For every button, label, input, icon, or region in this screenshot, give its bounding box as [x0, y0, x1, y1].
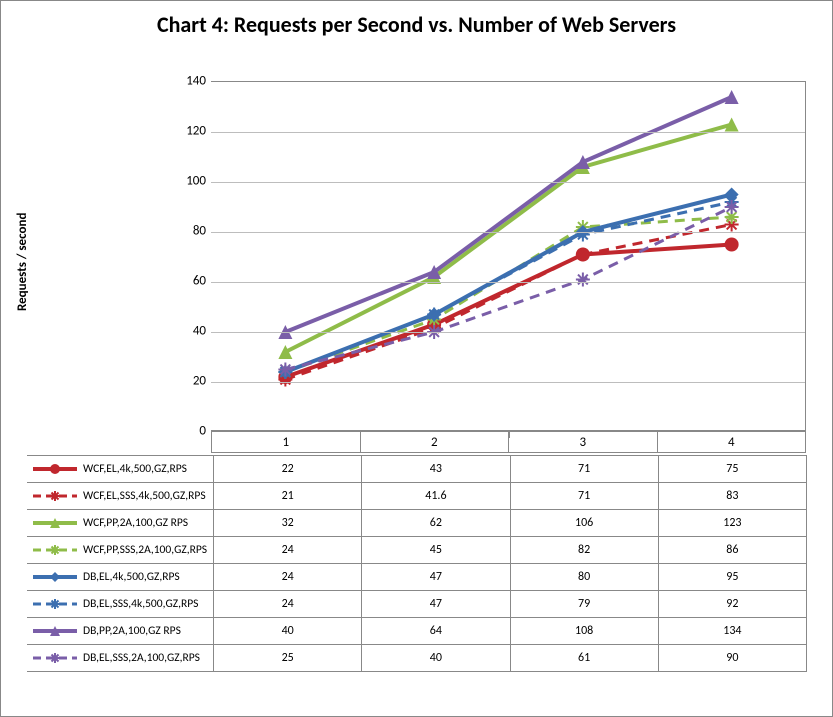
legend-swatch [33, 517, 77, 529]
legend-cell: DB,PP,2A,100,GZ RPS [27, 618, 214, 645]
series-line [285, 217, 731, 372]
legend-cell: WCF,EL,SSS,4k,500,GZ,RPS [27, 483, 214, 510]
plot-area: 020406080100120140 [181, 81, 806, 451]
x-category-cell: 1 [212, 432, 361, 453]
value-cell: 92 [658, 591, 806, 618]
value-cell: 123 [658, 510, 806, 537]
y-tick-label: 120 [176, 124, 206, 139]
value-cell: 82 [510, 537, 658, 564]
legend-label: DB,EL,SSS,2A,100,GZ,RPS [83, 651, 200, 665]
series-marker [278, 345, 292, 359]
y-tick-label: 60 [176, 274, 206, 289]
y-tick-label: 100 [176, 174, 206, 189]
value-cell: 79 [510, 591, 658, 618]
legend-swatch [33, 463, 77, 475]
value-cell: 24 [214, 591, 362, 618]
value-cell: 21 [214, 483, 362, 510]
series-marker [725, 200, 739, 214]
gridline [211, 332, 805, 333]
x-category-cell: 4 [658, 432, 807, 453]
legend-label: DB,EL,SSS,4k,500,GZ,RPS [83, 597, 198, 611]
gridline [211, 132, 805, 133]
gridline [211, 382, 805, 383]
chart-title: Chart 4: Requests per Second vs. Number … [1, 1, 832, 43]
value-cell: 108 [510, 618, 658, 645]
value-cell: 71 [510, 483, 658, 510]
legend-swatch [33, 544, 77, 556]
table-row: WCF,EL,SSS,4k,500,GZ,RPS 2141.67183 [27, 483, 807, 510]
value-cell: 106 [510, 510, 658, 537]
table-row: DB,PP,2A,100,GZ RPS 4064108134 [27, 618, 807, 645]
line-layer [211, 82, 806, 432]
value-cell: 40 [362, 645, 510, 672]
table-row: WCF,EL,4k,500,GZ,RPS 22437175 [27, 456, 807, 483]
y-tick-label: 20 [176, 374, 206, 389]
gridline [211, 282, 805, 283]
legend-cell: DB,EL,SSS,4k,500,GZ,RPS [27, 591, 214, 618]
value-cell: 40 [214, 618, 362, 645]
table-row: DB,EL,4k,500,GZ,RPS 24478095 [27, 564, 807, 591]
series-marker [427, 308, 441, 322]
legend-label: DB,EL,4k,500,GZ,RPS [83, 570, 180, 584]
value-cell: 64 [362, 618, 510, 645]
legend-cell: WCF,PP,SSS,2A,100,GZ,RPS [27, 537, 214, 564]
value-cell: 80 [510, 564, 658, 591]
value-cell: 24 [214, 564, 362, 591]
value-cell: 45 [362, 537, 510, 564]
value-cell: 41.6 [362, 483, 510, 510]
legend-swatch [33, 625, 77, 637]
value-cell: 47 [362, 591, 510, 618]
series-marker [725, 238, 739, 252]
table-row: WCF,PP,2A,100,GZ RPS 3262106123 [27, 510, 807, 537]
gridline [211, 232, 805, 233]
value-cell: 61 [510, 645, 658, 672]
value-cell: 62 [362, 510, 510, 537]
table-row: WCF,PP,SSS,2A,100,GZ,RPS 24458286 [27, 537, 807, 564]
legend-label: WCF,EL,SSS,4k,500,GZ,RPS [83, 489, 206, 503]
legend-label: WCF,PP,SSS,2A,100,GZ,RPS [83, 543, 207, 557]
legend-cell: WCF,PP,2A,100,GZ RPS [27, 510, 214, 537]
legend-label: WCF,PP,2A,100,GZ RPS [83, 516, 188, 530]
legend-cell: DB,EL,4k,500,GZ,RPS [27, 564, 214, 591]
value-cell: 43 [362, 456, 510, 483]
chart-container: Chart 4: Requests per Second vs. Number … [0, 0, 833, 717]
legend-cell: WCF,EL,4k,500,GZ,RPS [27, 456, 214, 483]
legend-label: DB,PP,2A,100,GZ RPS [83, 624, 181, 638]
value-cell: 86 [658, 537, 806, 564]
table-row: DB,EL,SSS,2A,100,GZ,RPS 25406190 [27, 645, 807, 672]
x-category-cell: 3 [509, 432, 658, 453]
legend-cell: DB,EL,SSS,2A,100,GZ,RPS [27, 645, 214, 672]
y-tick-label: 0 [176, 424, 206, 439]
data-table: WCF,EL,4k,500,GZ,RPS22437175WCF,EL,SSS,4… [27, 455, 807, 672]
value-cell: 83 [658, 483, 806, 510]
value-cell: 71 [510, 456, 658, 483]
x-category-cell: 2 [361, 432, 510, 453]
table-row: DB,EL,SSS,4k,500,GZ,RPS 24477992 [27, 591, 807, 618]
legend-swatch [33, 571, 77, 583]
value-cell: 25 [214, 645, 362, 672]
legend-swatch [33, 490, 77, 502]
plot-region [211, 81, 806, 431]
gridline [211, 182, 805, 183]
x-category-row: 1234 [211, 431, 806, 453]
series-line [285, 202, 731, 372]
y-tick-label: 140 [176, 74, 206, 89]
value-cell: 134 [658, 618, 806, 645]
value-cell: 95 [658, 564, 806, 591]
legend-label: WCF,EL,4k,500,GZ,RPS [83, 462, 187, 476]
y-axis-label: Requests / second [15, 213, 30, 311]
legend-swatch [33, 598, 77, 610]
series-marker [576, 273, 590, 287]
y-tick-label: 40 [176, 324, 206, 339]
series-marker [278, 363, 292, 377]
value-cell: 32 [214, 510, 362, 537]
series-line [285, 125, 731, 353]
value-cell: 75 [658, 456, 806, 483]
value-cell: 90 [658, 645, 806, 672]
legend-swatch [33, 652, 77, 664]
y-tick-label: 80 [176, 224, 206, 239]
value-cell: 24 [214, 537, 362, 564]
value-cell: 22 [214, 456, 362, 483]
value-cell: 47 [362, 564, 510, 591]
